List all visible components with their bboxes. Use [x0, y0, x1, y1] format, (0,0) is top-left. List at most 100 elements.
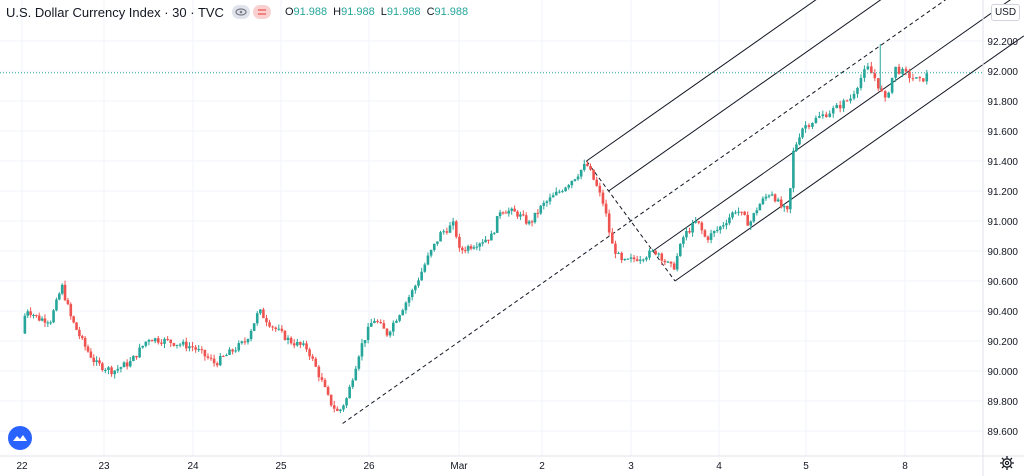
x-tick-label: 22: [16, 461, 28, 472]
candle-body: [445, 231, 449, 233]
candle-body: [388, 331, 392, 336]
close-icon[interactable]: [252, 5, 271, 19]
candle-body: [392, 322, 395, 332]
gear-icon[interactable]: [999, 455, 1015, 471]
candle-body: [863, 69, 866, 78]
currency-button[interactable]: USD: [991, 4, 1020, 21]
candle-body: [731, 212, 734, 218]
candle-body: [700, 222, 704, 231]
candle-body: [246, 339, 250, 343]
candle-body: [360, 343, 364, 357]
candle-body: [545, 201, 549, 203]
candle-body: [666, 261, 670, 263]
candle-body: [107, 367, 110, 370]
candle-body: [317, 366, 321, 378]
candle-body: [908, 71, 911, 79]
candle-body: [838, 104, 842, 109]
candle-body: [715, 229, 719, 231]
candle-body: [295, 342, 299, 346]
candle-body: [299, 342, 302, 345]
candle-body: [789, 188, 792, 210]
candle-body: [89, 351, 93, 358]
candle-body: [755, 210, 759, 214]
candle-body: [663, 260, 667, 263]
candle-body: [432, 243, 436, 250]
candle-body: [63, 284, 67, 301]
y-tick-label: 90.600: [987, 277, 1018, 288]
candle-body: [329, 394, 333, 406]
candle-body: [734, 212, 737, 214]
candle-body: [722, 225, 725, 227]
candle-body: [922, 78, 925, 82]
candle-body: [234, 350, 237, 352]
candle-body: [801, 128, 804, 138]
candle-body: [423, 264, 427, 272]
candle-body: [339, 409, 342, 411]
candle-body: [206, 356, 210, 358]
candle-body: [169, 339, 173, 344]
candle-body: [92, 357, 96, 362]
ohlc-high: H91.988: [333, 6, 375, 18]
y-tick-label: 90.800: [987, 247, 1018, 258]
candle-body: [694, 221, 697, 223]
candle-body: [598, 185, 602, 193]
candle-body: [191, 346, 194, 348]
candle-body: [522, 214, 525, 216]
candle-body: [824, 114, 828, 118]
candle-body: [660, 253, 664, 261]
y-tick-label: 91.800: [987, 97, 1018, 108]
candle-body: [554, 191, 558, 196]
candle-body: [69, 304, 73, 317]
candle-body: [475, 246, 479, 248]
candle-body: [746, 214, 750, 226]
candle-body: [579, 169, 583, 177]
candle-body: [385, 328, 389, 336]
candle-body: [231, 349, 234, 352]
candle-body: [712, 230, 716, 234]
eye-icon[interactable]: [231, 5, 250, 19]
y-tick-label: 90.400: [987, 307, 1018, 318]
candle-body: [138, 347, 141, 358]
candle-body: [336, 408, 339, 411]
candle-body: [351, 380, 355, 387]
candle-body: [638, 259, 642, 261]
y-tick-label: 89.600: [987, 427, 1018, 438]
candle-body: [32, 314, 35, 316]
y-tick-label: 92.200: [987, 37, 1018, 48]
ohlc-close: C91.988: [426, 6, 469, 18]
candle-body: [501, 212, 505, 214]
candle-body: [357, 356, 361, 369]
candle-body: [807, 125, 811, 127]
candle-body: [379, 322, 382, 324]
candle-body: [542, 202, 546, 206]
candle-body: [586, 163, 589, 166]
x-tick-label: 8: [902, 461, 908, 472]
candle-body: [657, 253, 661, 255]
candle-body: [758, 204, 762, 211]
x-tick-label: 2: [539, 461, 545, 472]
candle-body: [461, 247, 464, 251]
candle-body: [188, 346, 191, 349]
y-tick-label: 91.200: [987, 187, 1018, 198]
candle-body: [209, 357, 213, 359]
candle-body: [737, 211, 740, 213]
candle-body: [852, 93, 856, 99]
candle-body: [551, 195, 555, 198]
candle-body: [749, 221, 753, 226]
candle-body: [845, 100, 849, 102]
candle-body: [490, 233, 493, 241]
candle-body: [55, 299, 58, 311]
candle-body: [280, 328, 284, 331]
candle-body: [703, 230, 707, 237]
candle-body: [308, 349, 311, 357]
candle-body: [626, 258, 630, 260]
tradingview-logo[interactable]: [8, 426, 32, 450]
candle-body: [604, 203, 608, 214]
candle-body: [292, 343, 296, 346]
candle-body: [448, 225, 452, 233]
candle-body: [795, 144, 798, 151]
candle-body: [66, 300, 70, 305]
candle-body: [904, 68, 908, 72]
candle-body: [527, 221, 531, 224]
